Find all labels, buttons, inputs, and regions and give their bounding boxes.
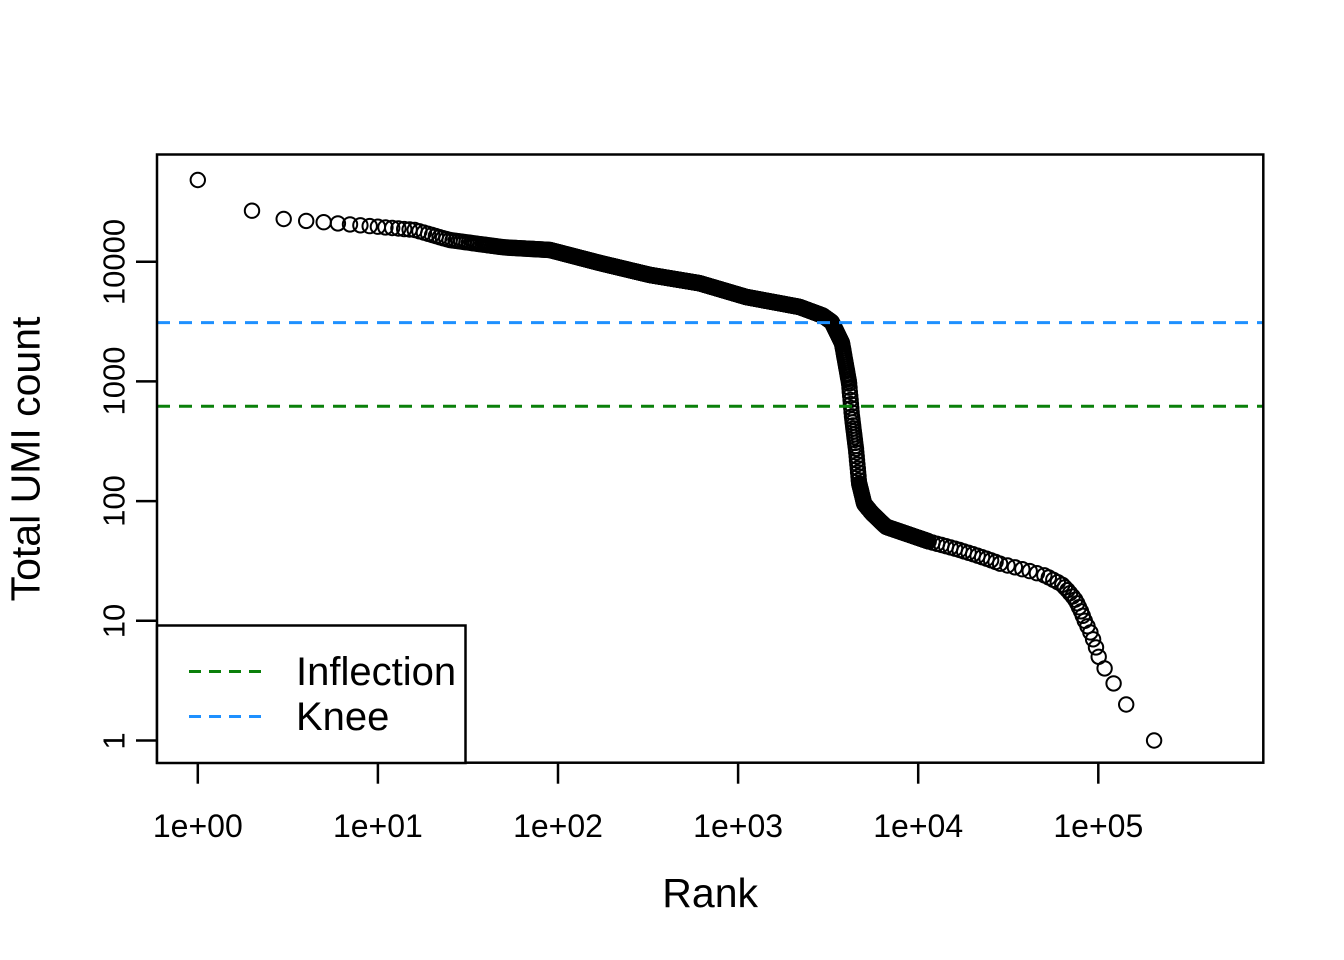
x-axis-tick-label: 1e+05 [1053,808,1144,844]
data-point-marker [1105,675,1122,692]
data-point-marker [243,202,261,219]
y-axis-tick-label: 1 [96,731,132,750]
data-point-marker [377,219,394,236]
data-point-marker [1082,624,1099,641]
data-point-marker [189,171,207,189]
data-point-marker [1096,660,1113,677]
data-point-marker [329,215,347,232]
axis-ticks-group [136,260,1100,784]
data-point-marker [384,219,401,237]
legend-box [155,624,467,765]
data-point-marker [298,212,315,230]
barcode-points-group [189,171,1163,749]
y-axis-tick-label: 100 [96,475,132,527]
x-axis-tick-label: 1e+01 [332,808,423,844]
data-point-marker [1006,559,1024,576]
y-axis-title: Total UMI count [2,316,49,602]
data-point-marker [1084,631,1102,648]
data-point-marker [275,210,292,228]
data-point-marker [1145,732,1163,749]
data-point-marker [999,557,1016,574]
data-point-marker [1014,561,1031,578]
legend-item-label-knee: Knee [296,694,390,739]
x-axis-tick-label: 1e+02 [513,808,603,844]
y-axis-tick-label: 10000 [96,218,132,305]
data-point-marker [1087,639,1105,656]
data-point-marker [396,220,413,238]
x-axis-tick-label: 1e+03 [693,808,784,844]
x-axis-title: Rank [662,870,758,916]
data-point-marker [341,216,359,233]
legend-item-label-inflection: Inflection [296,649,457,694]
data-point-marker [390,220,407,237]
data-point-marker [315,214,332,231]
y-axis-tick-label: 1000 [96,346,132,416]
plot-frame [155,153,1265,764]
y-axis-tick-label: 10 [96,603,132,639]
x-axis-tick-label: 1e+00 [152,808,243,844]
data-point-marker [361,217,378,235]
data-point-marker [1021,562,1038,580]
data-point-marker [991,555,1009,572]
data-point-marker [1118,696,1135,713]
data-point-marker [352,217,369,234]
x-axis-tick-label: 1e+04 [873,808,964,844]
